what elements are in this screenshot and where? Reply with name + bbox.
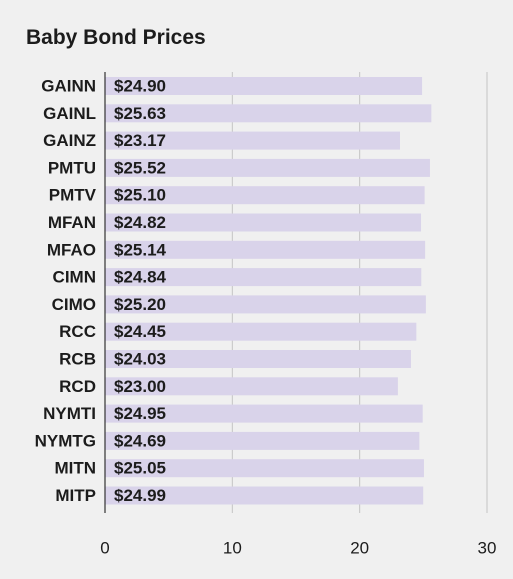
data-label: $25.20 (114, 295, 166, 314)
data-label: $24.99 (114, 486, 166, 505)
data-label: $25.14 (114, 240, 167, 259)
bar-rcb (105, 350, 411, 368)
category-label: RCD (59, 377, 96, 396)
category-label: GAINN (41, 77, 96, 96)
data-label: $23.17 (114, 131, 166, 150)
category-label: PMTU (48, 158, 96, 177)
data-label: $25.05 (114, 459, 166, 478)
data-label: $24.69 (114, 431, 166, 450)
data-label: $23.00 (114, 377, 166, 396)
bar-mitp (105, 486, 424, 505)
category-label: MFAN (48, 213, 96, 232)
category-label: NYMTG (35, 431, 96, 450)
category-label: MITN (54, 459, 96, 478)
category-label: RCB (59, 350, 96, 369)
data-label: $25.63 (114, 104, 166, 123)
chart-title: Baby Bond Prices (26, 26, 206, 49)
category-label: CIMO (52, 295, 96, 314)
category-label: GAINL (43, 104, 96, 123)
bar-pmtv (105, 186, 425, 205)
category-label: MFAO (47, 240, 96, 259)
x-tick-label: 10 (223, 539, 242, 558)
category-label: PMTV (49, 186, 97, 205)
category-label: GAINZ (43, 131, 96, 150)
bar-mfao (105, 240, 426, 259)
bar-cimn (105, 268, 422, 287)
bar-mfan (105, 213, 422, 232)
bar-rcc (105, 322, 417, 341)
data-label: $24.90 (114, 77, 166, 96)
bar-gainn (105, 77, 423, 95)
data-label: $24.03 (114, 350, 166, 369)
data-label: $24.82 (114, 213, 166, 232)
bar-pmtu (105, 158, 430, 177)
category-label: NYMTI (43, 404, 96, 423)
bar-nymtg (105, 431, 420, 450)
bar-cimo (105, 295, 426, 314)
data-label: $24.45 (114, 322, 166, 341)
data-label: $25.52 (114, 158, 166, 177)
data-label: $24.84 (114, 268, 167, 287)
x-tick-label: 20 (350, 539, 369, 558)
x-tick-label: 0 (100, 539, 109, 558)
bar-mitn (105, 459, 424, 478)
x-tick-label: 30 (478, 539, 497, 558)
category-label: MITP (55, 486, 96, 505)
bar-gainz (105, 131, 401, 150)
data-label: $25.10 (114, 186, 166, 205)
bar-gainl (105, 104, 432, 123)
bar-nymti (105, 404, 423, 423)
category-label: CIMN (53, 268, 96, 287)
bar-rcd (105, 377, 398, 396)
category-label: RCC (59, 322, 96, 341)
data-label: $24.95 (114, 404, 166, 423)
